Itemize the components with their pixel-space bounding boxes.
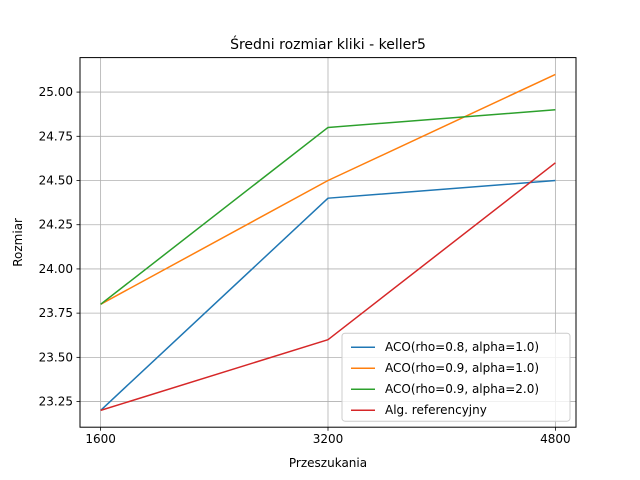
series-line-4	[100, 162, 556, 412]
y-axis-title: Rozmiar	[11, 218, 25, 267]
x-tick-label: 3200	[313, 432, 344, 446]
chart-title: Średni rozmiar kliki - keller5	[230, 35, 426, 53]
series-line-2	[100, 73, 556, 305]
y-tick-label: 25.00	[39, 85, 73, 99]
y-tick-label: 24.75	[39, 129, 73, 143]
legend-label: ACO(rho=0.8, alpha=1.0)	[385, 340, 539, 354]
legend-label: ACO(rho=0.9, alpha=2.0)	[385, 382, 539, 396]
y-tick-label: 23.75	[39, 306, 73, 320]
series-lines	[100, 73, 556, 412]
series-line-1	[100, 179, 556, 411]
legend-box	[341, 332, 571, 422]
x-tick-label: 4800	[540, 432, 571, 446]
grid	[80, 57, 576, 428]
x-tick-label: 1600	[85, 432, 116, 446]
y-axis-ticks: 23.25 23.50 23.75 24.00 24.25 24.50 24.75 25.00	[39, 85, 80, 409]
y-tick-label: 23.50	[39, 350, 73, 364]
x-axis-ticks: 1600 3200 4800	[85, 427, 571, 446]
y-tick-label: 23.25	[39, 395, 73, 409]
legend-label: ACO(rho=0.9, alpha=1.0)	[385, 361, 539, 375]
x-axis-title: Przeszukania	[289, 456, 367, 470]
y-tick-label: 24.25	[39, 218, 73, 232]
y-tick-label: 24.50	[39, 174, 73, 188]
y-tick-label: 24.00	[39, 262, 73, 276]
series-line-3	[100, 109, 556, 305]
legend-label: Alg. referencyjny	[385, 403, 487, 417]
legend: ACO(rho=0.8, alpha=1.0) ACO(rho=0.9, alph…	[341, 332, 571, 422]
